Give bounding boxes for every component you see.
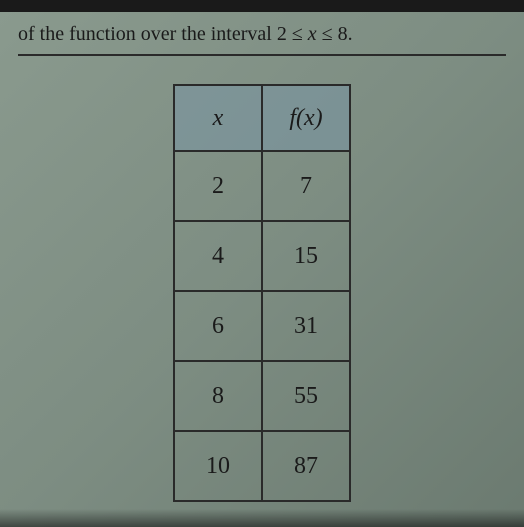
col-header-x: x bbox=[174, 85, 262, 151]
col-header-fx: f(x) bbox=[262, 85, 350, 151]
cell-fx: 15 bbox=[262, 221, 350, 291]
cell-fx: 7 bbox=[262, 151, 350, 221]
prompt-prefix: of the function over the interval bbox=[18, 23, 277, 45]
variable-x: x bbox=[308, 23, 317, 45]
table-header-row: x f(x) bbox=[174, 85, 350, 151]
cell-fx: 55 bbox=[262, 361, 350, 431]
leq-symbol: ≤ bbox=[322, 23, 333, 45]
cell-x: 8 bbox=[174, 361, 262, 431]
interval-high: 8 bbox=[338, 23, 348, 45]
interval-low: 2 bbox=[277, 23, 287, 45]
photo-bottom-edge bbox=[0, 509, 524, 527]
table-row: 2 7 bbox=[174, 151, 350, 221]
table-row: 8 55 bbox=[174, 361, 350, 431]
cell-x: 10 bbox=[174, 431, 262, 501]
question-prompt: of the function over the interval 2 ≤ x … bbox=[18, 20, 506, 56]
cell-x: 2 bbox=[174, 151, 262, 221]
cell-x: 4 bbox=[174, 221, 262, 291]
period: . bbox=[348, 23, 353, 45]
table-row: 6 31 bbox=[174, 291, 350, 361]
cell-fx: 87 bbox=[262, 431, 350, 501]
photo-top-edge bbox=[0, 0, 524, 12]
cell-fx: 31 bbox=[262, 291, 350, 361]
function-table: x f(x) 2 7 4 15 6 31 8 5 bbox=[173, 84, 351, 502]
table-container: x f(x) 2 7 4 15 6 31 8 5 bbox=[18, 84, 506, 502]
cell-x: 6 bbox=[174, 291, 262, 361]
leq-symbol: ≤ bbox=[292, 23, 303, 45]
worksheet-page: of the function over the interval 2 ≤ x … bbox=[0, 12, 524, 502]
table-row: 10 87 bbox=[174, 431, 350, 501]
table-row: 4 15 bbox=[174, 221, 350, 291]
